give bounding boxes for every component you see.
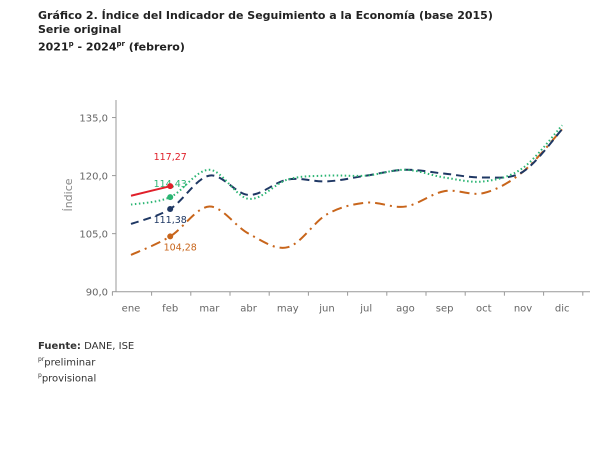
note-preliminar: prpreliminar — [38, 353, 134, 369]
x-tick-label: jun — [318, 304, 334, 315]
period-start: 2021 — [38, 40, 69, 54]
data-label-3: 117,27 — [154, 152, 187, 163]
y-tick-label: 105,0 — [79, 230, 108, 241]
chart-subtitle: Serie original — [38, 23, 122, 36]
source-label: Fuente: — [38, 341, 81, 352]
x-tick-label: may — [277, 304, 299, 315]
y-tick-label: 135,0 — [79, 114, 108, 125]
y-tick-label: 120,0 — [79, 172, 108, 183]
period-suffix: (febrero) — [124, 40, 185, 54]
line-chart: 90,0 105,0 120,0 135,0 ene feb mar abr may jun jul… — [62, 100, 590, 315]
x-tick-label: dic — [555, 304, 570, 315]
feb-marker-2 — [167, 194, 174, 201]
x-tick-label: nov — [514, 304, 532, 315]
chart-period: 2021p - 2024pr (febrero) — [38, 37, 493, 55]
period-end: 2024 — [85, 40, 117, 54]
y-tick-label: 90,0 — [86, 288, 108, 299]
x-tick-label: ene — [122, 304, 141, 315]
x-tick-label: abr — [240, 304, 257, 315]
x-tick-label: ago — [396, 304, 415, 315]
note1-text: preliminar — [44, 357, 96, 369]
note2-sup: p — [38, 372, 42, 380]
x-tick-label: sep — [436, 304, 454, 315]
period-end-sup: pr — [116, 40, 125, 48]
series-line-3 — [130, 185, 171, 197]
note-provisional: pprovisional — [38, 369, 134, 385]
feb-marker-1 — [167, 205, 174, 212]
x-tick-label: mar — [199, 304, 220, 315]
note1-sup: pr — [38, 356, 45, 363]
y-axis-label: Índice — [62, 178, 75, 211]
data-label-1: 111,38 — [154, 215, 187, 226]
source-line: Fuente: DANE, ISE — [38, 340, 134, 353]
chart-title: Gráfico 2. Índice del Indicador de Segui… — [38, 9, 493, 22]
period-start-sup: p — [68, 40, 74, 48]
series-line-1 — [130, 128, 563, 225]
chart-title-block: Gráfico 2. Índice del Indicador de Segui… — [38, 9, 493, 55]
period-sep: - — [73, 40, 86, 54]
footer: Fuente: DANE, ISE prpreliminar pprovisio… — [38, 340, 134, 386]
series-line-2 — [130, 124, 563, 206]
x-tick-label: jul — [359, 304, 372, 315]
feb-marker-0 — [167, 233, 174, 240]
note2-text: provisional — [41, 373, 97, 385]
feb-marker-3 — [167, 183, 174, 190]
source-text: DANE, ISE — [80, 341, 135, 352]
series-line-0 — [130, 128, 563, 256]
x-tick-label: oct — [476, 304, 492, 315]
x-tick-label: feb — [162, 304, 178, 315]
data-label-0: 104,28 — [164, 242, 197, 253]
